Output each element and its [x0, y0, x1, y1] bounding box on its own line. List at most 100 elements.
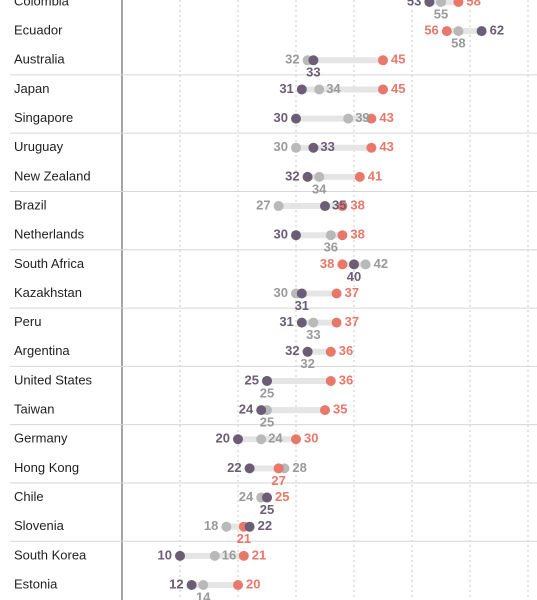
gray-value-label: 16 [222, 547, 236, 562]
gray-value-label: 25 [260, 415, 274, 430]
salmon-dot [320, 405, 330, 416]
dark-value-label: 62 [490, 23, 504, 38]
salmon-dot [233, 580, 243, 590]
gray-dot [221, 521, 232, 532]
country-label: Brazil [14, 197, 47, 212]
chart-row: South Africa 38 42 40 [14, 256, 388, 284]
dark-value-label: 22 [258, 518, 272, 533]
gray-value-label: 27 [256, 197, 270, 212]
salmon-value-label: 37 [345, 314, 359, 329]
dark-value-label: 31 [295, 298, 309, 313]
dark-value-label: 20 [216, 431, 230, 446]
dark-value-label: 32 [285, 168, 299, 183]
country-label: Australia [14, 52, 65, 67]
dark-dot [476, 26, 487, 37]
dark-value-label: 30 [274, 110, 288, 125]
salmon-dot [366, 142, 377, 153]
dark-dot [262, 492, 272, 503]
chart-row: Brazil 27 38 35 [14, 197, 365, 212]
salmon-value-label: 41 [368, 168, 382, 183]
salmon-value-label: 30 [304, 431, 318, 446]
dark-value-label: 32 [285, 343, 299, 358]
salmon-value-label: 43 [379, 139, 393, 154]
gray-dot [436, 0, 446, 7]
country-label: Hong Kong [14, 460, 79, 475]
salmon-value-label: 56 [424, 23, 438, 38]
salmon-dot [331, 317, 342, 328]
gray-value-label: 18 [204, 518, 218, 533]
dark-dot [424, 0, 435, 7]
gray-dot [308, 317, 319, 328]
salmon-value-label: 25 [275, 489, 289, 504]
dark-dot [256, 405, 267, 416]
salmon-value-label: 38 [350, 227, 364, 242]
country-label: Chile [14, 489, 44, 504]
dark-value-label: 33 [320, 139, 334, 154]
salmon-dot [337, 201, 348, 212]
gray-value-label: 42 [374, 256, 388, 271]
chart-row: Ecuador 56 62 58 [14, 23, 504, 51]
gray-dot [291, 142, 301, 153]
salmon-dot [273, 463, 284, 474]
country-label: Netherlands [14, 227, 85, 242]
gray-value-label: 24 [268, 431, 283, 446]
grid-lines [10, 0, 537, 600]
dark-value-label: 22 [227, 460, 241, 475]
dark-dot [296, 317, 307, 328]
chart-row: Slovenia 18 22 21 [14, 518, 272, 546]
dark-value-label: 40 [347, 269, 361, 284]
dark-dot [291, 230, 301, 241]
gray-value-label: 30 [274, 285, 288, 300]
chart-row: Colombia 53 58 55 [14, 0, 481, 21]
salmon-value-label: 45 [391, 52, 405, 67]
chart-row: Australia 32 45 33 [14, 52, 405, 80]
country-label: Slovenia [14, 518, 65, 533]
dark-dot [349, 259, 359, 270]
dark-value-label: 25 [245, 372, 259, 387]
country-label: Argentina [14, 343, 70, 358]
gray-dot [325, 230, 336, 241]
country-label: Taiwan [14, 402, 54, 417]
salmon-dot [378, 55, 388, 66]
salmon-dot [238, 550, 249, 561]
dark-value-label: 24 [239, 402, 254, 417]
salmon-value-label: 36 [339, 343, 353, 358]
chart-row: New Zealand 32 41 34 [14, 168, 382, 196]
salmon-value-label: 37 [345, 285, 359, 300]
salmon-dot [366, 113, 377, 124]
dark-value-label: 31 [279, 314, 293, 329]
salmon-value-label: 38 [320, 256, 334, 271]
gray-dot [273, 201, 284, 212]
dark-value-label: 10 [158, 547, 172, 562]
gray-value-label: 39 [355, 110, 369, 125]
gray-value-label: 30 [274, 139, 288, 154]
gray-value-label: 28 [292, 460, 306, 475]
salmon-dot [378, 84, 388, 95]
salmon-value-label: 21 [252, 547, 266, 562]
chart-row: Peru 31 37 33 [14, 314, 359, 342]
dark-value-label: 30 [274, 227, 288, 242]
dark-dot [175, 550, 185, 561]
chart-row: Singapore 30 43 39 [14, 110, 394, 125]
country-label: Colombia [14, 0, 70, 8]
gray-value-label: 14 [196, 589, 211, 600]
country-label: South Korea [14, 547, 87, 562]
salmon-value-label: 21 [237, 531, 251, 546]
gray-value-label: 33 [306, 327, 320, 342]
gray-dot [314, 84, 325, 95]
gray-value-label: 58 [451, 36, 465, 51]
dark-value-label: 25 [260, 502, 274, 517]
dark-dot [262, 375, 272, 386]
salmon-dot [291, 434, 301, 445]
gray-dot [343, 113, 354, 124]
chart-row: Kazakhstan 30 37 31 [14, 285, 359, 313]
gray-value-label: 25 [260, 385, 274, 400]
gray-value-label: 36 [324, 240, 338, 255]
gray-dot [360, 259, 371, 270]
dark-dot [244, 463, 255, 474]
gray-value-label: 34 [326, 81, 341, 96]
chart-row: Argentina 32 36 32 [14, 343, 353, 371]
